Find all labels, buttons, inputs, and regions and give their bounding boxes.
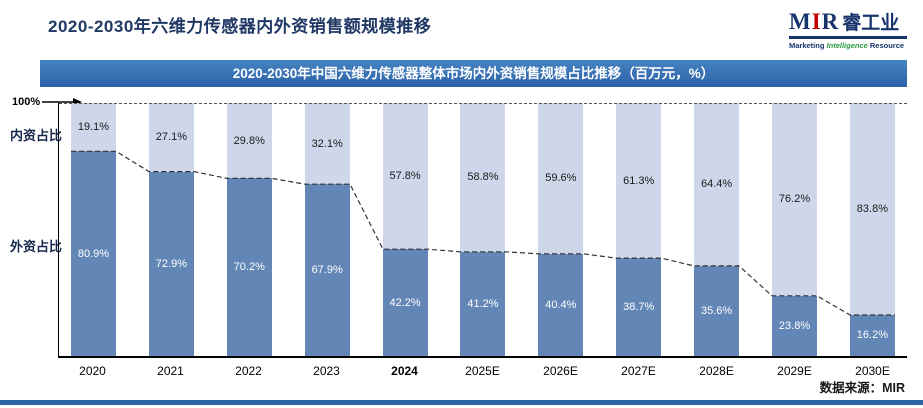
domestic-value-label: 59.6% [545,172,577,185]
x-label-2030E: 2030E [855,364,890,378]
foreign-value-label: 35.6% [701,304,733,317]
y-axis-foreign-label: 外资占比 [10,239,63,254]
x-label-2027E: 2027E [621,364,656,378]
foreign-segment: 41.2% [460,251,506,356]
domestic-value-label: 29.8% [233,134,265,147]
foreign-value-label: 42.2% [389,296,421,309]
foreign-value-label: 67.9% [311,264,343,277]
domestic-segment: 29.8% [226,103,272,179]
x-label-2023: 2023 [313,364,340,378]
header: 2020-2030年六维力传感器内外资销售额规模推移 MIR 睿工业 Marke… [0,0,923,50]
domestic-value-label: 61.3% [623,174,655,187]
domestic-segment: 61.3% [616,103,662,259]
domestic-segment: 57.8% [382,103,428,250]
hundred-percent-gridline [59,103,907,104]
stacked-bar-chart: 100% 内资占比 外资占比 19.1% 80.9% 27.1% 72.9% 29.8%… [0,96,923,381]
bar-2023: 32.1% 67.9% [304,103,350,356]
foreign-value-label: 38.7% [623,301,655,314]
footer-strip [0,400,923,405]
foreign-value-label: 16.2% [856,329,888,342]
domestic-segment: 59.6% [538,103,584,254]
x-label-2028E: 2028E [699,364,734,378]
foreign-segment: 38.7% [616,258,662,356]
domestic-segment: 83.8% [849,103,895,315]
domestic-segment: 64.4% [694,103,740,266]
domestic-value-label: 27.1% [155,131,187,144]
domestic-segment: 32.1% [304,103,350,185]
domestic-segment: 19.1% [71,103,116,152]
y-axis-100-label: 100% [12,96,83,108]
bar-2022: 29.8% 70.2% [226,103,272,356]
foreign-segment: 70.2% [226,178,272,356]
page-title: 2020-2030年六维力传感器内外资销售额规模推移 [48,17,432,36]
foreign-segment: 42.2% [382,249,428,356]
chart-banner-title: 2020-2030年中国六维力传感器整体市场内外资销售规模占比推移（百万元，%） [40,60,907,87]
domestic-segment: 27.1% [148,103,194,172]
bar-2026E: 59.6% 40.4% [538,103,584,356]
domestic-value-label: 58.8% [467,171,499,184]
foreign-value-label: 41.2% [467,297,499,310]
foreign-segment: 67.9% [304,184,350,356]
data-source-note: 数据来源：MIR [819,381,905,395]
bar-2025E: 58.8% 41.2% [460,103,506,356]
bar-2029E: 76.2% 23.8% [772,103,818,356]
foreign-value-label: 23.8% [778,319,811,332]
foreign-value-label: 72.9% [155,257,187,270]
bar-2028E: 64.4% 35.6% [694,103,740,356]
foreign-segment: 16.2% [849,315,895,356]
foreign-value-label: 40.4% [545,298,577,311]
x-label-2025E: 2025E [465,364,500,378]
domestic-value-label: 32.1% [311,137,343,150]
x-label-2021: 2021 [157,364,184,378]
y-axis-domestic-label: 内资占比 [10,128,63,143]
foreign-value-label: 70.2% [233,261,265,274]
logo-divider [789,36,907,39]
foreign-segment: 23.8% [772,295,818,356]
x-label-2022: 2022 [235,364,262,378]
bar-2020: 19.1% 80.9% [71,103,116,356]
foreign-segment: 72.9% [148,171,194,356]
domestic-value-label: 19.1% [77,121,110,134]
domestic-value-label: 83.8% [856,203,888,215]
bar-2030E: 83.8% 16.2% [849,103,895,356]
x-label-2024: 2024 [391,364,418,378]
x-label-2029E: 2029E [777,364,812,378]
mir-logo-wordmark: MIR [789,9,840,34]
mir-logo: MIR 睿工业 Marketing Intelligence Resource [789,8,907,50]
foreign-value-label: 80.9% [77,247,110,260]
bar-2024: 57.8% 42.2% [382,103,428,356]
plot-area: 19.1% 80.9% 27.1% 72.9% 29.8% 70.2% 32.1% 67.9%… [58,103,907,358]
foreign-segment: 35.6% [694,265,740,356]
logo-tagline: Marketing Intelligence Resource [789,41,905,50]
domestic-segment: 76.2% [772,103,818,296]
x-label-2026E: 2026E [543,364,578,378]
bars-container: 19.1% 80.9% 27.1% 72.9% 29.8% 70.2% 32.1% 67.9%… [59,103,907,356]
domestic-segment: 58.8% [460,103,506,252]
bar-2021: 27.1% 72.9% [148,103,194,356]
mir-logo-cn: 睿工业 [842,13,900,34]
x-axis-labels: 2020 2021 2022 2023 2024 2025E 2026E 2027E 2028E… [58,364,907,378]
x-label-2020: 2020 [79,364,106,378]
domestic-value-label: 76.2% [778,193,811,206]
domestic-value-label: 64.4% [701,178,733,191]
bar-2027E: 61.3% 38.7% [616,103,662,356]
foreign-segment: 80.9% [71,151,116,356]
foreign-segment: 40.4% [538,253,584,356]
domestic-value-label: 57.8% [389,170,421,183]
